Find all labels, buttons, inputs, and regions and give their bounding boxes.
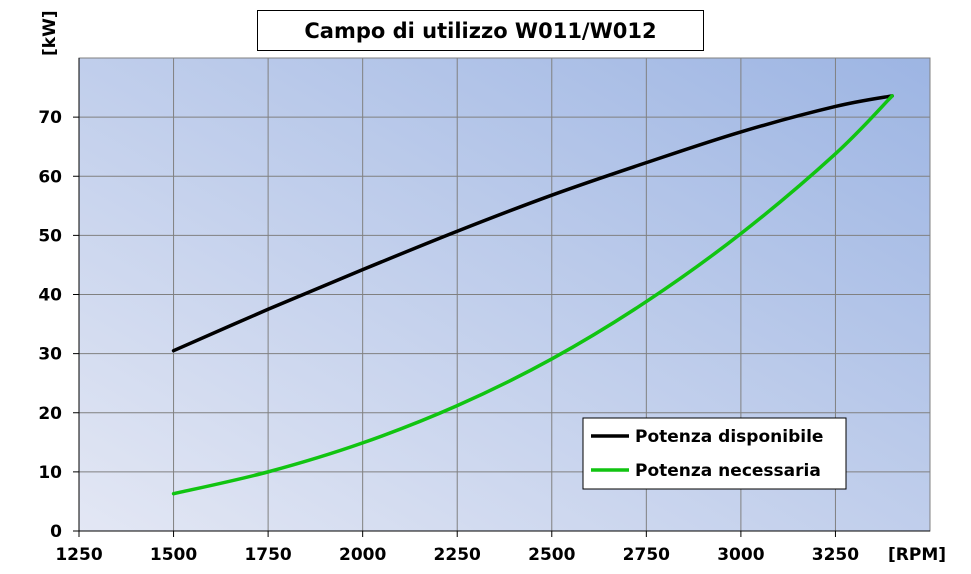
legend: Potenza disponibile Potenza necessaria: [582, 417, 847, 490]
legend-label-necessaria: Potenza necessaria: [635, 461, 821, 481]
x-tick-label: 1750: [244, 545, 291, 565]
legend-box: [582, 417, 847, 490]
y-tick-label: 0: [50, 522, 62, 542]
x-tick-label: 2500: [528, 545, 575, 565]
y-tick-label: 60: [38, 167, 62, 187]
x-tick-label: 3250: [812, 545, 859, 565]
x-tick-label: 2000: [339, 545, 386, 565]
y-axis-label: [kW]: [40, 10, 60, 56]
y-tick-label: 40: [38, 286, 62, 306]
series-lines: [171, 94, 894, 496]
x-axis-label: [RPM]: [888, 545, 946, 565]
legend-label-disponibile: Potenza disponibile: [635, 427, 823, 447]
y-tick-label: 10: [38, 463, 62, 483]
y-tick-label: 20: [38, 404, 62, 424]
y-tick-label: 50: [38, 226, 62, 246]
series-line-potenza-necessaria: [171, 94, 894, 496]
axis-ticks: 1250 1500 1750 2000 2250 2500 2750 3000 3250 0 10 2…: [38, 58, 930, 565]
x-tick-label: 1250: [55, 545, 102, 565]
x-tick-label: 3000: [717, 545, 764, 565]
x-tick-label: 2750: [623, 545, 670, 565]
x-tick-label: 2250: [434, 545, 481, 565]
x-tick-label: 1500: [150, 545, 197, 565]
y-tick-label: 30: [38, 345, 62, 365]
y-tick-label: 70: [38, 108, 62, 128]
series-line-potenza-disponibile: [171, 94, 894, 353]
chart-title: Campo di utilizzo W011/W012: [257, 10, 704, 51]
